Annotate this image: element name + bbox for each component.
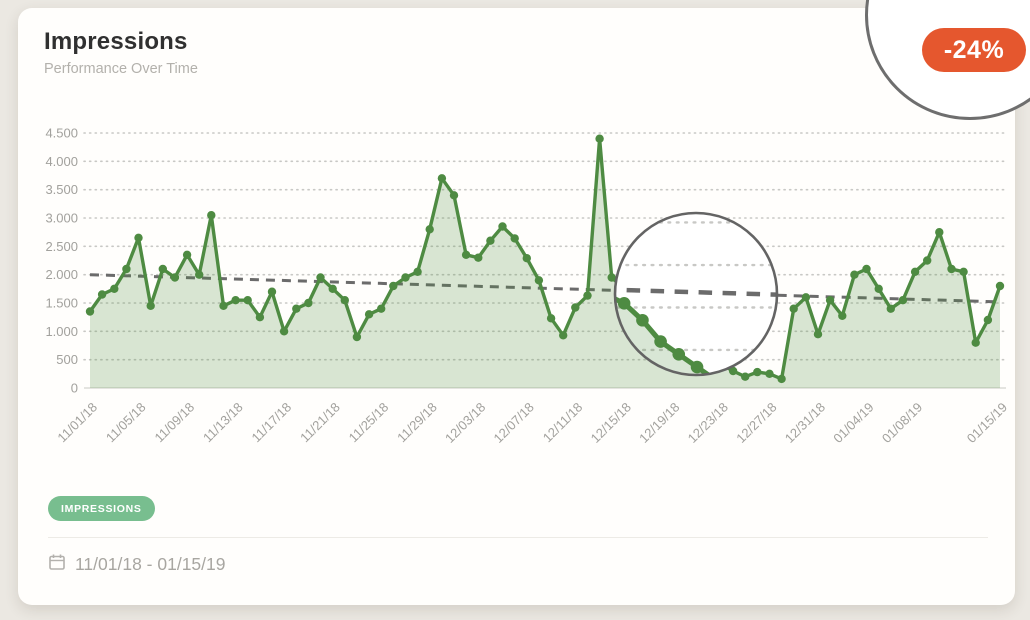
legend-row: IMPRESSIONS xyxy=(48,496,155,521)
svg-text:2.500: 2.500 xyxy=(45,239,78,254)
impressions-area-chart[interactable]: 0 500 1.000 1.500 2.000 2.500 3.000 3.500 4.000 4… xyxy=(18,8,1015,605)
date-range-control[interactable]: 11/01/18 - 01/15/19 xyxy=(48,553,226,576)
footer-divider xyxy=(48,537,988,538)
svg-text:12/27/18: 12/27/18 xyxy=(733,400,779,446)
svg-text:4.500: 4.500 xyxy=(45,126,78,141)
svg-text:1.500: 1.500 xyxy=(45,296,78,311)
page-title: Impressions xyxy=(44,28,188,55)
svg-text:3.000: 3.000 xyxy=(45,211,78,226)
svg-text:11/25/18: 11/25/18 xyxy=(346,400,392,446)
svg-text:12/07/18: 12/07/18 xyxy=(491,400,537,446)
y-axis-labels: 0 500 1.000 1.500 2.000 2.500 3.000 3.500 4.000 4… xyxy=(45,126,78,396)
svg-text:12/31/18: 12/31/18 xyxy=(782,400,828,446)
svg-text:11/17/18: 11/17/18 xyxy=(249,400,295,446)
card-header: Impressions Performance Over Time xyxy=(44,28,198,77)
svg-text:1.000: 1.000 xyxy=(45,324,78,339)
impressions-series xyxy=(85,134,1005,388)
svg-text:01/04/19: 01/04/19 xyxy=(830,400,876,446)
svg-text:12/11/18: 12/11/18 xyxy=(540,400,586,446)
svg-text:01/08/19: 01/08/19 xyxy=(879,400,925,446)
impressions-legend-chip[interactable]: IMPRESSIONS xyxy=(48,496,155,521)
svg-text:01/15/19: 01/15/19 xyxy=(964,400,1010,446)
card-subtitle: Performance Over Time xyxy=(44,61,198,77)
svg-text:11/09/18: 11/09/18 xyxy=(152,400,198,446)
svg-text:12/23/18: 12/23/18 xyxy=(685,400,731,446)
magnifier-lens-outline xyxy=(613,211,779,377)
svg-text:11/29/18: 11/29/18 xyxy=(394,400,440,446)
svg-text:500: 500 xyxy=(56,352,78,367)
svg-text:12/15/18: 12/15/18 xyxy=(588,400,634,446)
impressions-card: 0 500 1.000 1.500 2.000 2.500 3.000 3.500 4.000 4… xyxy=(18,0,1030,605)
svg-text:3.500: 3.500 xyxy=(45,182,78,197)
svg-text:11/01/18: 11/01/18 xyxy=(54,400,100,446)
svg-text:11/05/18: 11/05/18 xyxy=(103,400,149,446)
svg-text:4.000: 4.000 xyxy=(45,154,78,169)
svg-text:11/21/18: 11/21/18 xyxy=(297,400,343,446)
change-badge: -24% xyxy=(922,28,1026,72)
svg-text:0: 0 xyxy=(71,381,78,396)
magnifier-lens-content xyxy=(615,213,777,375)
svg-text:12/03/18: 12/03/18 xyxy=(442,400,488,446)
svg-text:11/13/18: 11/13/18 xyxy=(200,400,246,446)
x-axis-labels: 11/01/18 11/05/18 11/09/18 11/13/18 11/17/18… xyxy=(54,400,1010,446)
calendar-icon xyxy=(48,553,66,576)
svg-text:2.000: 2.000 xyxy=(45,267,78,282)
date-range-label: 11/01/18 - 01/15/19 xyxy=(75,554,226,574)
svg-text:12/19/18: 12/19/18 xyxy=(636,400,682,446)
